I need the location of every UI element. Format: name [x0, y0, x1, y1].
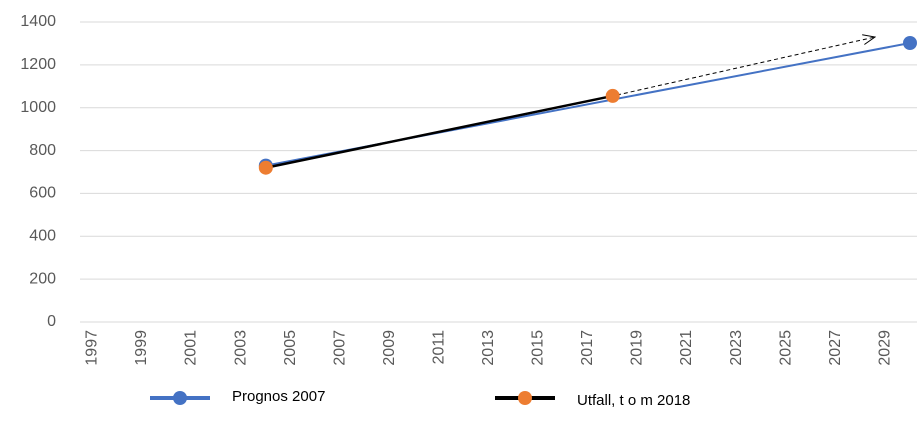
y-tick-label: 0	[47, 313, 56, 330]
x-tick-label: 2001	[183, 330, 200, 366]
y-tick-label: 1400	[20, 13, 56, 30]
x-tick-label: 2021	[678, 330, 695, 366]
y-tick-label: 400	[29, 228, 56, 245]
x-tick-label: 2029	[876, 330, 893, 366]
x-tick-label: 2009	[381, 330, 398, 366]
x-tick-label: 2005	[282, 330, 299, 366]
series-line	[265, 94, 613, 169]
trend-arrow	[616, 37, 875, 96]
x-tick-label: 2015	[530, 330, 547, 366]
marker	[605, 88, 620, 103]
y-tick-label: 800	[29, 142, 56, 159]
legend-marker	[173, 391, 187, 405]
x-tick-label: 2019	[629, 330, 646, 366]
legend-label: Utfall, t o m 2018	[577, 392, 690, 409]
legend-label: Prognos 2007	[232, 388, 325, 405]
legend-marker	[518, 391, 532, 405]
x-tick-label: 1997	[84, 330, 101, 366]
x-tick-label: 2007	[331, 330, 348, 366]
x-tick-label: 2025	[777, 330, 794, 366]
marker	[258, 160, 273, 175]
x-tick-label: 2023	[728, 330, 745, 366]
legend: Prognos 2007 Utfall, t o m 2018	[150, 388, 690, 409]
y-tick-label: 200	[29, 270, 56, 287]
x-tick-label: 2027	[827, 330, 844, 366]
y-tick-label: 600	[29, 185, 56, 202]
x-tick-label: 1999	[133, 330, 150, 366]
x-tick-label: 2017	[579, 330, 596, 366]
x-tick-label: 2003	[232, 330, 249, 366]
x-tick-label: 2013	[480, 330, 497, 366]
x-tick-label: 2011	[430, 330, 447, 365]
y-tick-label: 1000	[20, 99, 56, 116]
marker	[903, 36, 917, 50]
y-tick-label: 1200	[20, 56, 56, 73]
